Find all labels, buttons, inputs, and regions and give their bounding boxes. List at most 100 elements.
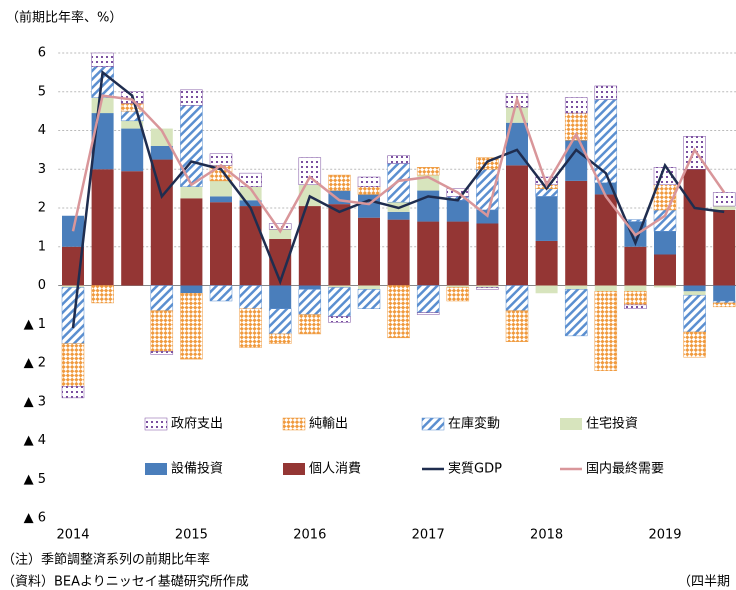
bar-segment (298, 157, 322, 185)
bar-segment (328, 316, 351, 323)
bar-segment (387, 219, 410, 286)
bar-segment (505, 310, 529, 342)
legend-label: 純輸出 (309, 417, 348, 432)
bar-segment (357, 186, 381, 195)
bar-segment (505, 285, 529, 311)
bar-segment (565, 180, 588, 286)
bar-segment (91, 169, 114, 286)
x-tick-label: 2016 (293, 528, 326, 543)
bar-segment (535, 196, 558, 241)
legend-label: 設備投資 (171, 461, 223, 477)
legend-swatch (282, 417, 306, 431)
legend-swatch (283, 463, 305, 475)
note: （注）季節調整済系列の前期比年率 (2, 552, 210, 568)
line-series (71, 94, 726, 237)
bar-segment (180, 105, 203, 187)
bar-segment (416, 167, 440, 176)
bar-segment (476, 285, 499, 288)
bar-segment (328, 204, 351, 286)
bar-segment (328, 287, 351, 317)
bar-segment (506, 165, 528, 286)
bar-segment (683, 294, 706, 333)
bar-segment (476, 223, 499, 286)
bar-segment (446, 287, 470, 302)
bar-segment (357, 176, 381, 187)
bar-segment (210, 180, 232, 197)
bar-segment (564, 97, 588, 114)
bar-segment (476, 287, 499, 290)
bar-segment (357, 289, 381, 309)
bar-segment (446, 221, 469, 286)
bar-segment (150, 285, 174, 311)
legend-label: 実質GDP (448, 461, 502, 477)
legend-label: 個人消費 (309, 462, 361, 477)
bar-segment (268, 308, 292, 335)
bar-segment (624, 285, 647, 292)
x-tick-label: 2017 (412, 528, 445, 543)
bar-segment (180, 89, 203, 106)
bar-segment (298, 314, 322, 335)
bar-segment (62, 285, 84, 288)
bar-segment (268, 223, 292, 230)
x-tick-label: 2019 (648, 528, 681, 543)
bar-segment (121, 128, 144, 172)
legend-label: 在庫変動 (448, 416, 500, 432)
y-tick-label: 3 (38, 162, 46, 177)
bar-segment (387, 211, 410, 220)
y-tick-label: 5 (38, 84, 46, 99)
bar-segment (387, 163, 410, 203)
legend-swatch (145, 463, 167, 475)
bar-segment (328, 174, 351, 191)
bar-segment (180, 293, 203, 360)
bar-segment (298, 289, 322, 315)
bar-segment (180, 186, 203, 199)
y-tick-label: 2 (38, 201, 46, 216)
bar-segment (654, 254, 676, 286)
y-tick-label: 0 (38, 278, 46, 293)
bar-segment (298, 285, 321, 290)
y-tick-label: ▲ 6 (24, 511, 46, 526)
line-series (71, 70, 725, 329)
bar-segment (565, 140, 588, 181)
bar-segment (712, 300, 736, 304)
bar-segment (624, 304, 647, 309)
bar-segment (624, 246, 647, 286)
bar-segment (298, 206, 321, 286)
bar-segment (416, 312, 440, 315)
bar-segment (61, 386, 85, 399)
y-tick-label: 6 (38, 46, 46, 61)
bar-segment (209, 153, 233, 166)
bar-segment (713, 206, 736, 210)
bar-segment (416, 285, 440, 313)
bar-segment (91, 285, 114, 304)
bar-segment (713, 209, 736, 286)
bar-segment (358, 285, 380, 290)
bar-segment (712, 302, 736, 308)
y-tick-label: ▲ 4 (24, 433, 46, 448)
bar-segment (239, 172, 262, 187)
bar-segment (654, 285, 676, 288)
bar-segment (180, 285, 203, 294)
y-axis-label: （前期比年率、%） (6, 10, 122, 26)
legend-label: 国内最終需要 (586, 461, 664, 477)
bar-segment (683, 285, 706, 292)
bar-segment (564, 289, 588, 337)
bar-segment (91, 52, 114, 67)
bar-segment (210, 196, 232, 203)
bar-segment (506, 122, 528, 166)
bar-segment (654, 231, 676, 255)
bar-segment (269, 285, 292, 309)
x-axis-label: （四半期 (678, 575, 730, 590)
bar-segment (210, 202, 232, 286)
bar-segment (328, 285, 351, 288)
y-tick-label: 4 (38, 123, 46, 138)
x-tick-label: 2014 (56, 528, 89, 543)
bar-segment (387, 155, 410, 164)
bar-segment (624, 291, 647, 306)
bar-segment (268, 333, 292, 344)
bar-segment (594, 194, 617, 286)
bar-segment (713, 285, 736, 301)
y-tick-label: 1 (38, 239, 46, 254)
y-tick-label: ▲ 3 (24, 394, 46, 409)
y-tick-label: ▲ 5 (24, 472, 46, 487)
